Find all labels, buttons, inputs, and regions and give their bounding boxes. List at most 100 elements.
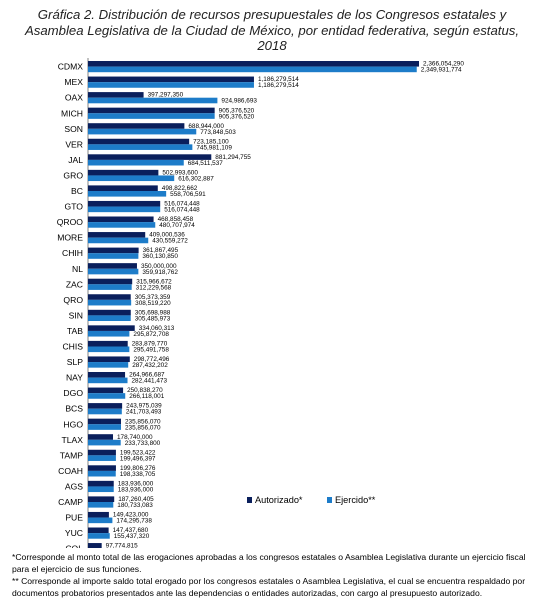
bar-autorizado	[88, 465, 116, 471]
value-label-ejercido: 312,229,568	[136, 284, 172, 291]
value-label-ejercido: 2,349,931,774	[421, 67, 462, 74]
legend-swatch-autorizado	[247, 497, 252, 503]
legend-swatch-ejercido	[327, 497, 332, 503]
bar-autorizado	[88, 92, 144, 98]
bar-autorizado	[88, 527, 109, 534]
category-label: MORE	[57, 233, 83, 243]
bar-ejercido	[88, 97, 218, 104]
chart-title-line-1: Gráfica 2. Distribución de recursos pres…	[37, 7, 507, 22]
value-label-autorizado: 187,260,405	[118, 496, 154, 503]
category-label: TLAX	[62, 435, 84, 445]
value-label-autorizado: 298,772,496	[134, 356, 170, 363]
value-label-autorizado: 688,944,000	[188, 123, 224, 130]
value-label-autorizado: 397,297,350	[148, 92, 184, 99]
bar-ejercido	[88, 66, 417, 73]
category-label: AGS	[65, 481, 83, 491]
bar-autorizado	[88, 480, 114, 487]
value-label-autorizado: 149,423,000	[113, 512, 149, 519]
value-label-ejercido: 616,302,887	[178, 175, 214, 182]
footnote-ejercido: ** Corresponde al importe saldo total er…	[12, 576, 526, 598]
bar-ejercido	[88, 284, 132, 290]
category-label: QROO	[57, 217, 84, 227]
bar-ejercido	[88, 470, 116, 477]
bar-ejercido	[88, 486, 114, 493]
value-label-ejercido: 235,856,070	[125, 424, 161, 431]
bar-autorizado	[88, 123, 185, 129]
category-label: MEX	[64, 77, 83, 87]
value-label-autorizado: 305,373,359	[135, 294, 171, 301]
category-label: DGO	[63, 388, 83, 398]
category-label: HGO	[63, 419, 83, 429]
category-label: GTO	[65, 202, 84, 212]
value-label-ejercido: 183,936,000	[118, 486, 154, 493]
bar-ejercido	[88, 439, 121, 446]
category-label: BCS	[65, 404, 83, 414]
value-label-ejercido: 287,432,202	[132, 362, 168, 369]
value-label-autorizado: 350,000,000	[141, 263, 177, 270]
value-label-ejercido: 516,074,448	[164, 207, 200, 214]
legend-label-ejercido: Ejercido**	[335, 495, 376, 505]
value-label-autorizado: 2,366,054,290	[423, 61, 464, 68]
value-label-autorizado: 147,437,680	[113, 527, 149, 534]
bar-ejercido	[88, 128, 197, 135]
category-label: TAMP	[60, 450, 84, 460]
bar-ejercido	[88, 408, 122, 415]
bar-autorizado	[88, 185, 158, 191]
category-label: JAL	[68, 155, 83, 165]
value-label-ejercido: 430,559,272	[152, 238, 188, 245]
category-label: ZAC	[66, 279, 83, 289]
bar-autorizado	[88, 372, 126, 378]
value-label-autorizado: 361,867,495	[143, 247, 179, 254]
category-label: MICH	[61, 108, 83, 118]
bar-autorizado	[88, 216, 154, 223]
category-label: TAB	[67, 326, 83, 336]
bar-autorizado	[88, 449, 116, 456]
bar-ejercido	[88, 517, 113, 524]
value-label-ejercido: 180,733,083	[117, 502, 153, 509]
bar-autorizado	[88, 61, 419, 67]
category-label: COAH	[58, 466, 83, 476]
value-label-autorizado: 243,975,039	[126, 403, 162, 410]
value-label-ejercido: 773,848,503	[200, 129, 236, 136]
bar-ejercido	[88, 113, 215, 119]
bar-ejercido	[88, 191, 167, 197]
value-label-autorizado: 199,806,276	[120, 465, 156, 472]
bar-ejercido	[88, 82, 254, 88]
value-label-autorizado: 502,993,600	[162, 169, 198, 176]
value-label-ejercido: 905,376,520	[219, 113, 255, 120]
category-label: CHIH	[62, 248, 83, 258]
category-label: BC	[71, 186, 83, 196]
value-label-ejercido: 924,986,693	[221, 98, 257, 105]
value-label-autorizado: 235,856,070	[125, 418, 161, 425]
chart-title-line-3: 2018	[257, 38, 287, 53]
category-label: QRO	[63, 295, 83, 305]
bar-ejercido	[88, 237, 149, 244]
legend-label-autorizado: Autorizado*	[255, 495, 303, 505]
bar-autorizado	[88, 496, 115, 502]
bar-autorizado	[88, 107, 215, 114]
value-label-ejercido: 295,491,758	[133, 347, 169, 354]
bar-autorizado	[88, 511, 109, 518]
value-label-ejercido: 295,872,708	[133, 331, 169, 338]
bar-autorizado	[88, 403, 123, 409]
value-label-autorizado: 305,698,988	[135, 309, 171, 316]
value-label-autorizado: 334,060,313	[139, 325, 175, 332]
category-label: PUE	[65, 513, 83, 523]
bar-ejercido	[88, 315, 131, 321]
bar-ejercido	[88, 222, 156, 228]
category-label: CAMP	[58, 497, 83, 507]
value-label-ejercido: 199,496,397	[120, 455, 156, 462]
value-label-ejercido: 155,437,320	[114, 533, 150, 540]
value-label-ejercido: 266,118,001	[129, 393, 165, 400]
bar-ejercido	[88, 362, 129, 368]
value-label-ejercido: 282,441,473	[132, 378, 168, 385]
bar-autorizado	[88, 76, 254, 83]
bar-ejercido	[88, 455, 116, 461]
bar-autorizado	[88, 309, 131, 316]
category-label: CDMX	[58, 62, 84, 72]
bar-autorizado	[88, 278, 133, 285]
bar-autorizado	[88, 200, 161, 207]
bar-ejercido	[88, 159, 184, 166]
bar-autorizado	[88, 247, 139, 254]
